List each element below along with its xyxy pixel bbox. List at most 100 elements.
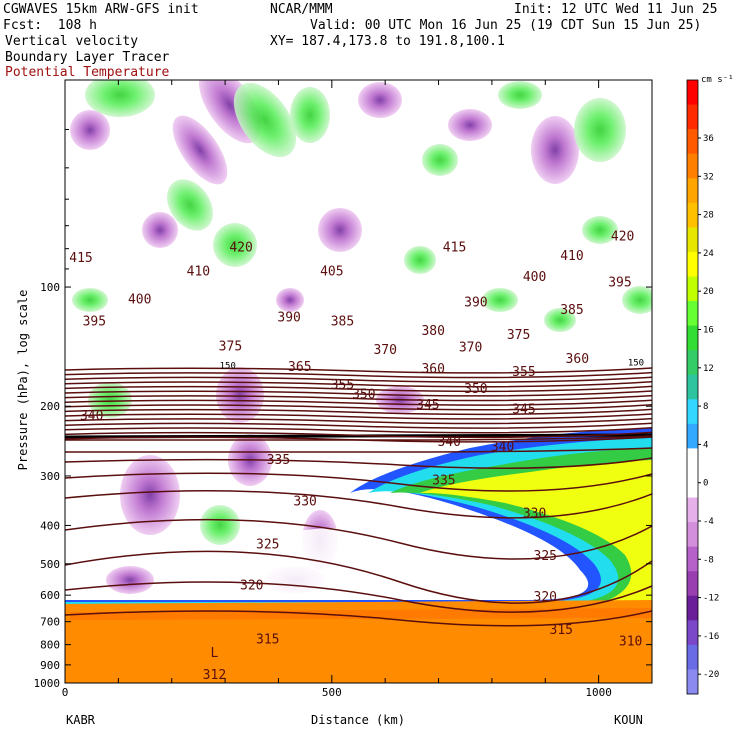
y-tick-label: 800 bbox=[40, 639, 60, 652]
right-station-label: KOUN bbox=[614, 713, 643, 727]
downdraft-region bbox=[358, 82, 402, 118]
updraft-region bbox=[200, 505, 240, 545]
theta-contour-label: 330 bbox=[293, 494, 316, 509]
cross-section-coords: XY= 187.4,173.8 to 191.8,100.1 bbox=[270, 34, 505, 49]
colorbar-swatch bbox=[687, 80, 698, 106]
colorbar-swatch bbox=[687, 571, 698, 597]
y-tick-label: 200 bbox=[40, 400, 60, 413]
theta-contour-label: 385 bbox=[331, 315, 354, 330]
theta-contour-line bbox=[65, 457, 652, 469]
theta-contour-label: 340 bbox=[80, 409, 103, 424]
updraft-region bbox=[574, 98, 626, 162]
downdraft-region bbox=[172, 115, 228, 185]
theta-contour-line bbox=[65, 490, 652, 519]
theta-contour-label: 380 bbox=[421, 324, 444, 339]
colorbar-swatch bbox=[687, 129, 698, 155]
theta-contour-label: 375 bbox=[507, 328, 530, 343]
vertical-velocity-field bbox=[70, 80, 652, 594]
colorbar-level-label: 4 bbox=[703, 440, 708, 450]
tracer-inner-white bbox=[200, 528, 530, 597]
theta-contour-line bbox=[65, 399, 652, 406]
colorbar-swatch bbox=[687, 546, 698, 572]
y-tick-label: 700 bbox=[40, 616, 60, 629]
theta-contour-label: 330 bbox=[523, 506, 546, 521]
valid-time: Valid: 00 UTC Mon 16 Jun 25 (19 CDT Sun … bbox=[310, 18, 702, 33]
y-tick-label: 1000 bbox=[34, 677, 61, 690]
field-vertical-velocity: Vertical velocity bbox=[5, 34, 139, 49]
theta-contour-label: 315 bbox=[256, 632, 279, 647]
theta-contour-label: 420 bbox=[611, 230, 634, 245]
theta-contour-label: 395 bbox=[608, 276, 631, 291]
updraft-region bbox=[290, 87, 330, 143]
theta-contour-line bbox=[65, 404, 652, 411]
updraft-region bbox=[622, 286, 652, 314]
theta-contour-label: 345 bbox=[512, 402, 535, 417]
colorbar-swatch bbox=[687, 350, 698, 376]
colorbar-swatch bbox=[687, 423, 698, 449]
colorbar-frame bbox=[686, 79, 699, 695]
colorbar-level-label: -4 bbox=[703, 517, 714, 527]
updraft-region bbox=[482, 288, 518, 312]
colorbar-swatch bbox=[687, 153, 698, 179]
theta-contour-label: 325 bbox=[534, 549, 557, 564]
downdraft-region bbox=[276, 288, 304, 312]
colorbar-swatch bbox=[687, 644, 698, 670]
colorbar-level-label: 20 bbox=[703, 287, 714, 297]
theta-contour-label: 320 bbox=[240, 578, 263, 593]
theta-contour-line bbox=[65, 610, 652, 627]
colorbar-level-label: 12 bbox=[703, 364, 714, 374]
colorbar-swatch bbox=[687, 620, 698, 646]
theta-contour-label: 315 bbox=[550, 623, 573, 638]
colorbar-swatch bbox=[687, 472, 698, 499]
theta-contour-line bbox=[65, 413, 652, 420]
plot-area: 415 410 420 405 415 410 420 400 395 390 385 400 395 3… bbox=[65, 80, 652, 683]
theta-contour-label: 410 bbox=[560, 249, 583, 264]
x-tick-label: 1000 bbox=[585, 686, 612, 699]
theta-contour-label: 375 bbox=[219, 339, 242, 354]
colorbar-swatch bbox=[687, 276, 698, 302]
downdraft-region bbox=[318, 208, 362, 252]
theta-contour-label: 395 bbox=[83, 315, 106, 330]
colorbar-level-label: 28 bbox=[703, 211, 714, 221]
y-axis-label: Pressure (hPa), log scale bbox=[16, 290, 30, 471]
colorbar-swatch bbox=[687, 178, 698, 204]
downdraft-region bbox=[216, 367, 264, 423]
theta-contour-line bbox=[65, 385, 652, 393]
x-tick-label: 500 bbox=[322, 686, 342, 699]
theta-contour-label: 350 bbox=[352, 388, 375, 403]
theta-contour-label: 400 bbox=[523, 270, 546, 285]
theta-contour-label: 405 bbox=[320, 265, 343, 280]
theta-contour-line bbox=[65, 376, 652, 383]
theta-contour-line bbox=[65, 371, 652, 379]
updraft-region bbox=[498, 81, 542, 109]
updraft-region bbox=[72, 288, 108, 312]
x-axis-label: Distance (km) bbox=[311, 713, 405, 727]
theta-contour-label: 360 bbox=[421, 362, 444, 377]
downdraft-region bbox=[531, 116, 579, 184]
colorbar-swatch bbox=[687, 202, 698, 228]
theta-contour-line bbox=[65, 381, 652, 388]
theta-contour-line bbox=[65, 417, 652, 425]
theta-contour-label: 340 bbox=[437, 435, 460, 450]
updraft-region bbox=[213, 223, 257, 267]
colorbar-swatch bbox=[687, 104, 698, 130]
colorbar-level-label: 0 bbox=[703, 479, 708, 489]
downdraft-region bbox=[448, 109, 492, 141]
model-title: CGWAVES 15km ARW-GFS init bbox=[3, 2, 199, 17]
colorbar-swatch bbox=[687, 399, 698, 425]
colorbar-swatch bbox=[687, 669, 698, 695]
colorbar-level-label: -12 bbox=[703, 594, 719, 604]
colorbar-level-label: 8 bbox=[703, 402, 708, 412]
theta-contour-line bbox=[65, 435, 652, 441]
plot-frame bbox=[64, 79, 653, 684]
theta-contour-label: 325 bbox=[256, 538, 279, 553]
y-tick-label: 600 bbox=[40, 589, 60, 602]
colorbar-swatch bbox=[687, 595, 698, 621]
colorbar-level-label: 36 bbox=[703, 134, 714, 144]
y-tick-label: 900 bbox=[40, 659, 60, 672]
theta-contour-label: 385 bbox=[560, 303, 583, 318]
updraft-region bbox=[233, 82, 297, 158]
x-tick-label: 0 bbox=[62, 686, 69, 699]
updraft-region bbox=[544, 308, 576, 332]
y-tick-label: 500 bbox=[40, 558, 60, 571]
